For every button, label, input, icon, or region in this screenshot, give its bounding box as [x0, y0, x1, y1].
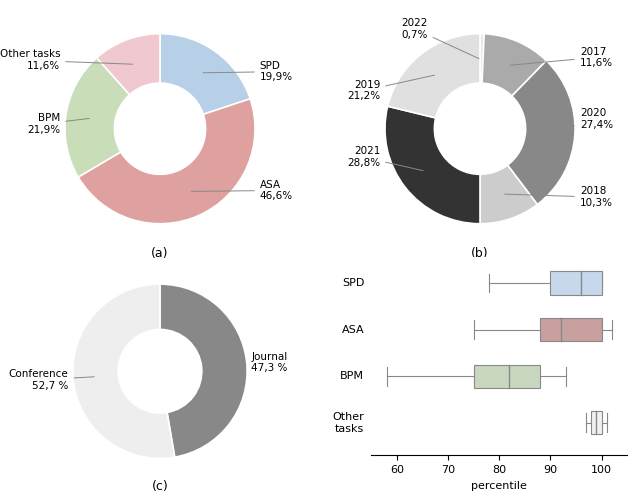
Bar — [540, 318, 602, 341]
Wedge shape — [65, 58, 130, 177]
Bar — [550, 271, 602, 295]
Text: SPD
19,9%: SPD 19,9% — [203, 61, 293, 83]
Text: ASA
46,6%: ASA 46,6% — [191, 180, 293, 201]
Wedge shape — [508, 61, 575, 204]
Wedge shape — [73, 284, 175, 458]
Bar — [591, 411, 602, 435]
Wedge shape — [160, 34, 250, 114]
Text: 2021
28,8%: 2021 28,8% — [347, 147, 423, 171]
Text: (a): (a) — [151, 248, 169, 260]
Text: (b): (b) — [471, 248, 489, 260]
Text: Journal
47,3 %: Journal 47,3 % — [226, 352, 288, 373]
Text: Other tasks
11,6%: Other tasks 11,6% — [0, 50, 132, 71]
Wedge shape — [480, 34, 484, 83]
X-axis label: percentile: percentile — [471, 481, 527, 491]
Text: 2017
11,6%: 2017 11,6% — [510, 47, 613, 68]
Bar — [474, 364, 540, 388]
Wedge shape — [388, 34, 480, 118]
Text: Conference
52,7 %: Conference 52,7 % — [9, 369, 94, 391]
Wedge shape — [482, 34, 547, 96]
Text: 2020
27,4%: 2020 27,4% — [552, 108, 613, 132]
Text: BPM
21,9%: BPM 21,9% — [27, 113, 89, 135]
Wedge shape — [78, 99, 255, 224]
Wedge shape — [160, 284, 247, 457]
Text: (c): (c) — [152, 480, 168, 493]
Text: 2022
0,7%: 2022 0,7% — [401, 18, 479, 58]
Text: 2018
10,3%: 2018 10,3% — [505, 186, 612, 208]
Wedge shape — [97, 34, 160, 95]
Wedge shape — [385, 106, 480, 224]
Text: 2019
21,2%: 2019 21,2% — [347, 75, 435, 101]
Wedge shape — [480, 165, 538, 224]
